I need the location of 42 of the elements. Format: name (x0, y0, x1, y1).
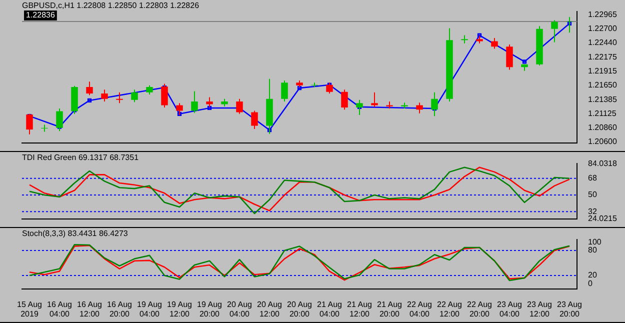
y-tick-label: 1.21650 (588, 80, 618, 90)
x-tick-label: 21 Aug 04:00 (317, 300, 342, 318)
y-tick-label: 1.21385 (588, 94, 618, 104)
y-tick-label: 1.22175 (588, 52, 618, 62)
x-tick-label: 16 Aug 04:00 (47, 300, 72, 318)
chart-title: Stoch(8,3,3) 83.4431 86.4273 (22, 229, 128, 238)
x-tick-label: 22 Aug 20:00 (467, 300, 492, 318)
x-tick-label: 23 Aug 04:00 (497, 300, 522, 318)
x-tick-label: 23 Aug 20:00 (557, 300, 582, 318)
x-tick-label: 22 Aug 04:00 (407, 300, 432, 318)
y-tick-label: 20 (588, 270, 598, 280)
chart-title: TDI Red Green 69.1317 68.7351 (22, 153, 140, 162)
y-tick-label: 32 (588, 206, 598, 216)
ref-line-label: 1.22836 (26, 10, 56, 20)
x-tick-label: 20 Aug 12:00 (257, 300, 282, 318)
x-tick-label: 20 Aug 20:00 (287, 300, 312, 318)
y-tick-label: 0 (588, 279, 593, 288)
y-tick-label: 1.22440 (588, 38, 618, 48)
y-tick-label: 1.22965 (588, 10, 618, 19)
chart-title: GBPUSD,c,H1 1.22808 1.22850 1.22803 1.22826 (22, 1, 200, 10)
x-tick-label: 21 Aug 12:00 (347, 300, 372, 318)
x-tick-label: 23 Aug 12:00 (527, 300, 552, 318)
y-tick-label: 24.0215 (588, 214, 618, 224)
y-tick-label: 1.21125 (588, 108, 617, 118)
x-tick-label: 19 Aug 20:00 (197, 300, 222, 318)
x-tick-label: 15 Aug 2019 (17, 300, 42, 318)
y-tick-label: 84.0318 (588, 158, 618, 168)
y-tick-label: 80 (588, 246, 598, 255)
x-tick-label: 22 Aug 12:00 (437, 300, 462, 318)
y-tick-label: 1.20860 (588, 123, 618, 132)
x-tick-label: 19 Aug 12:00 (167, 300, 192, 318)
x-tick-label: 20 Aug 04:00 (227, 300, 252, 318)
x-tick-label: 16 Aug 20:00 (107, 300, 132, 318)
y-tick-label: 100 (588, 237, 602, 246)
x-tick-label: 19 Aug 04:00 (137, 300, 162, 318)
y-tick-label: 50 (588, 190, 598, 200)
x-tick-label: 16 Aug 12:00 (77, 300, 102, 318)
y-tick-label: 1.22700 (588, 24, 618, 34)
y-tick-label: 1.21915 (588, 66, 618, 76)
y-tick-label: 68 (588, 174, 598, 183)
x-tick-label: 21 Aug 20:00 (377, 300, 402, 318)
y-tick-label: 1.20600 (588, 137, 618, 146)
